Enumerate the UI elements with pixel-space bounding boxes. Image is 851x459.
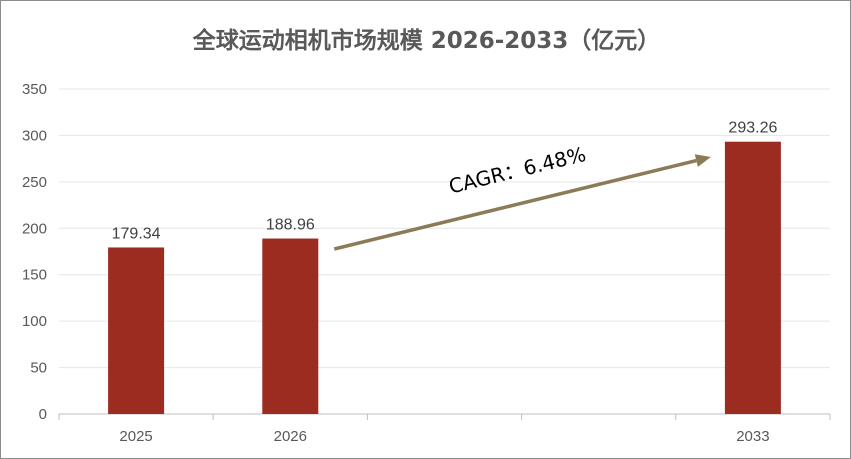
bar-2026 [262,238,319,414]
data-label-2025: 179.34 [112,225,161,242]
data-label-2026: 188.96 [266,217,315,234]
y-tick-label: 200 [22,220,47,237]
cagr-arrowhead [694,154,711,167]
y-tick-label: 50 [30,360,47,377]
y-tick-label: 250 [22,174,47,191]
bar-2033 [724,141,781,415]
y-tick-label: 350 [22,81,47,98]
x-tick-label: 2025 [119,428,152,445]
y-tick-label: 100 [22,313,47,330]
data-label-2033: 293.26 [728,120,777,137]
annotations: CAGR：6.48% [333,142,711,251]
bars [108,141,781,415]
cagr-arrow [333,158,697,251]
x-tick-label: 2026 [274,428,307,445]
x-tick-label: 2033 [736,428,769,445]
cagr-label: CAGR：6.48% [446,142,588,199]
y-tick-label: 0 [39,406,47,423]
data-labels: 179.34 188.96 293.26 [112,120,778,243]
axes: 0 50 100 150 200 250 300 350 2025 2026 2033 [22,81,831,445]
y-tick-label: 300 [22,127,47,144]
bar-2025 [108,247,165,414]
y-tick-label: 150 [22,267,47,284]
chart-title: 全球运动相机市场规模 2026-2033（亿元） [192,28,661,54]
gridlines [59,88,830,369]
